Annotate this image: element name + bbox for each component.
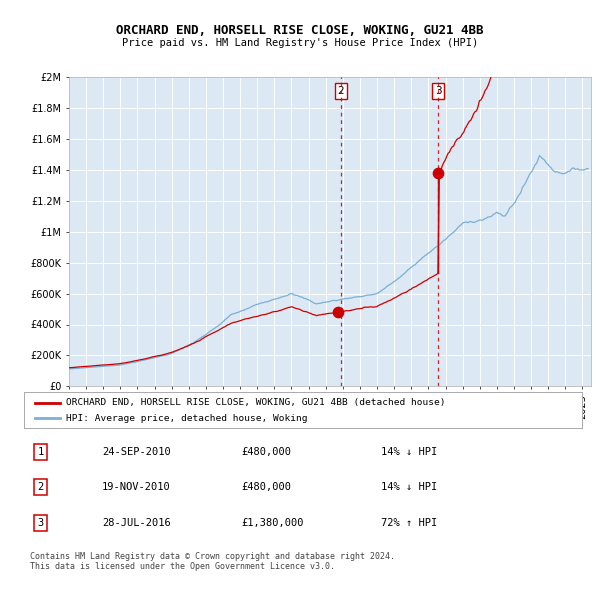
Text: HPI: Average price, detached house, Woking: HPI: Average price, detached house, Woki… (66, 414, 307, 422)
Text: ORCHARD END, HORSELL RISE CLOSE, WOKING, GU21 4BB: ORCHARD END, HORSELL RISE CLOSE, WOKING,… (116, 24, 484, 37)
Text: ORCHARD END, HORSELL RISE CLOSE, WOKING, GU21 4BB (detached house): ORCHARD END, HORSELL RISE CLOSE, WOKING,… (66, 398, 445, 407)
Text: 28-JUL-2016: 28-JUL-2016 (102, 518, 171, 528)
Text: £480,000: £480,000 (242, 483, 292, 492)
Text: 19-NOV-2010: 19-NOV-2010 (102, 483, 171, 492)
Text: Contains HM Land Registry data © Crown copyright and database right 2024.
This d: Contains HM Land Registry data © Crown c… (30, 552, 395, 571)
Text: 24-SEP-2010: 24-SEP-2010 (102, 447, 171, 457)
Text: 2: 2 (337, 86, 344, 96)
Text: 3: 3 (38, 518, 44, 528)
Text: Price paid vs. HM Land Registry's House Price Index (HPI): Price paid vs. HM Land Registry's House … (122, 38, 478, 48)
Text: 1: 1 (38, 447, 44, 457)
Text: 3: 3 (435, 86, 442, 96)
Text: 14% ↓ HPI: 14% ↓ HPI (381, 447, 437, 457)
Text: 2: 2 (38, 483, 44, 492)
Text: £480,000: £480,000 (242, 447, 292, 457)
Point (334, 307, 343, 317)
Text: 72% ↑ HPI: 72% ↑ HPI (381, 518, 437, 528)
Point (433, 168, 443, 178)
Text: 14% ↓ HPI: 14% ↓ HPI (381, 483, 437, 492)
Text: £1,380,000: £1,380,000 (242, 518, 304, 528)
